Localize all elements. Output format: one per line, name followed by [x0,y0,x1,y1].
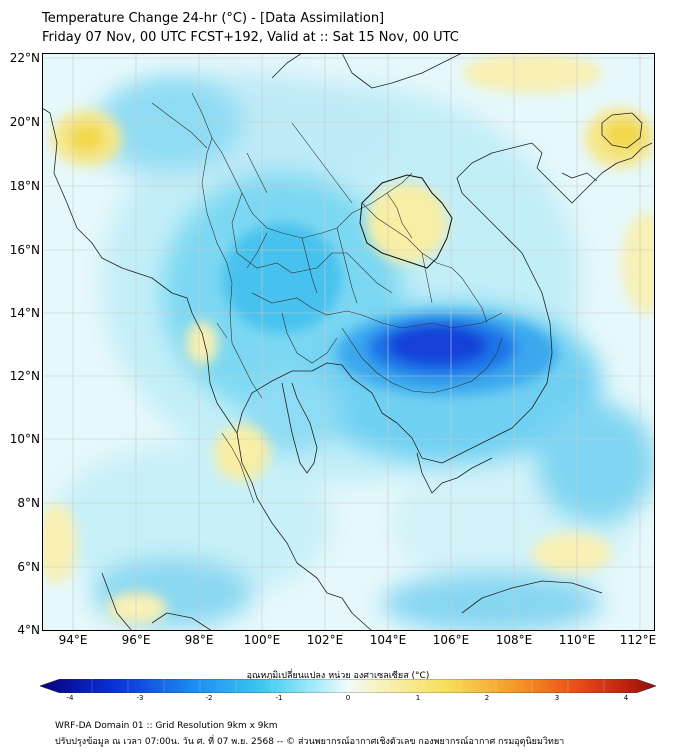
lat-label: 4°N [17,623,40,637]
colorbar-tick: 0 [345,694,351,702]
chart-title: Temperature Change 24-hr (°C) - [Data As… [42,11,385,26]
lon-label: 110°E [558,633,596,647]
northeast-region-outline [359,174,453,269]
lon-label: 94°E [58,633,88,647]
footer-model-info: WRF-DA Domain 01 :: Grid Resolution 9km … [55,721,278,731]
colorbar-label: อุณหภูมิเปลี่ยนแปลง หน่วย องศาเซลเซียส (… [246,671,430,681]
lon-label: 112°E [619,633,657,647]
map-frame [42,53,655,631]
colorbar-tick: -4 [66,694,74,702]
colorbar-segments [91,679,605,693]
footer-credit: ปรับปรุงข้อมูล ณ เวลา 07:00น. วัน ศ. ที่… [55,737,565,747]
lon-label: 106°E [432,633,470,647]
colorbar-tick: -1 [275,694,283,702]
coastlines [42,53,653,631]
temperature-change-map [42,53,655,631]
lat-label: 14°N [9,306,40,320]
lat-label: 12°N [9,369,40,383]
colorbar-tick: 2 [484,694,490,702]
graticule [42,53,655,631]
colorbar-fill [40,679,656,693]
lat-label: 18°N [9,179,40,193]
colorbar-tick: -3 [136,694,144,702]
lon-label: 98°E [184,633,214,647]
lon-label: 104°E [369,633,407,647]
lon-label: 102°E [306,633,344,647]
lat-label: 10°N [9,432,40,446]
lon-label: 108°E [495,633,533,647]
lon-label: 96°E [121,633,151,647]
lat-label: 16°N [9,243,40,257]
colorbar-tick: 1 [415,694,421,702]
chart-subtitle: Friday 07 Nov, 00 UTC FCST+192, Valid at… [42,30,459,45]
lon-label: 100°E [243,633,281,647]
lat-label: 6°N [17,560,40,574]
colorbar-tick: -2 [205,694,213,702]
lat-label: 20°N [9,115,40,129]
field-strong-blue [222,223,557,395]
province-borders [151,92,503,504]
colorbar-tick: 3 [554,694,560,702]
colorbar [40,679,656,693]
lat-label: 8°N [17,496,40,510]
lat-label: 22°N [9,51,40,65]
colorbar-tick: 4 [623,694,629,702]
